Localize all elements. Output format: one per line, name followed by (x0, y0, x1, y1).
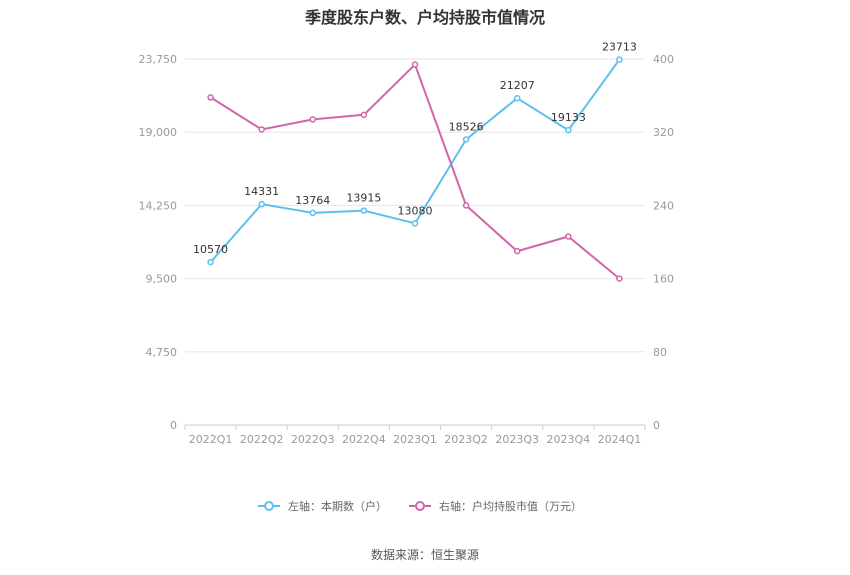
data-label: 21207 (500, 79, 535, 92)
x-tick-label: 2023Q4 (547, 433, 591, 446)
data-label: 13080 (398, 204, 433, 217)
series-line-1 (209, 59, 621, 263)
data-label: 10570 (193, 243, 228, 256)
source-note: 数据来源：恒生聚源 (370, 548, 479, 562)
data-label: 13915 (346, 192, 381, 205)
series-1-point (207, 258, 214, 266)
left-tick-label: 19,000 (139, 126, 178, 139)
series-2-point (462, 202, 470, 209)
data-label: 23713 (602, 41, 637, 54)
left-tick-label: 0 (170, 419, 177, 432)
series-line-2 (210, 62, 621, 280)
left-axis-ticks: 0 4,750 9,500 14,250 19,000 23,750 (139, 53, 178, 432)
legend-swatch-marker (264, 501, 274, 511)
left-tick-label: 23,750 (139, 53, 178, 66)
right-axis-ticks: 0 80 160 240 320 400 (653, 53, 674, 432)
legend-label: 右轴：户均持股市值（万元） (439, 499, 582, 513)
series-1-point (462, 136, 470, 143)
x-tick-label: 2022Q4 (342, 433, 386, 446)
series-1-point (360, 207, 368, 214)
series-2-point (616, 275, 623, 282)
series-1-point (565, 126, 572, 134)
series-2-point (309, 116, 317, 123)
series-2-point (207, 94, 214, 101)
x-tick-label: 2024Q1 (598, 433, 642, 446)
series-layer: 10570 14331 13764 13915 13080 18526 21207 19133… (193, 41, 637, 282)
data-label: 14331 (244, 185, 279, 198)
left-tick-label: 14,250 (139, 199, 178, 212)
data-label: 18526 (449, 121, 484, 134)
right-tick-label: 160 (653, 273, 674, 286)
x-tick-label: 2023Q3 (495, 433, 539, 446)
series-2-point (411, 61, 419, 68)
right-tick-label: 0 (653, 419, 660, 432)
x-tick-label: 2023Q2 (444, 433, 488, 446)
series-1-point (513, 94, 521, 102)
x-tick-label: 2022Q3 (291, 433, 335, 446)
right-tick-label: 240 (653, 199, 674, 212)
series-1-point (616, 56, 623, 63)
legend-swatch-marker (415, 501, 425, 511)
legend-label: 左轴：本期数（户） (288, 499, 387, 513)
data-label: 19133 (551, 111, 586, 124)
series-1-point (411, 220, 419, 227)
right-tick-label: 320 (653, 126, 674, 139)
x-tick-label: 2023Q1 (393, 433, 437, 446)
right-tick-label: 400 (653, 53, 674, 66)
left-tick-label: 4,750 (146, 346, 178, 359)
series-2-point (258, 126, 265, 133)
right-tick-label: 80 (653, 346, 667, 359)
series-2-point (565, 233, 572, 240)
series-1-point (309, 209, 317, 217)
series-2-point (360, 111, 368, 119)
left-tick-label: 9,500 (146, 273, 178, 286)
x-tick-label: 2022Q1 (189, 433, 233, 446)
x-axis-ticks: 2022Q1 2022Q2 2022Q3 2022Q4 2023Q1 2023Q2 2023… (184, 425, 646, 446)
chart-title: 季度股东户数、户均持股市值情况 (304, 8, 545, 27)
x-tick-label: 2022Q2 (240, 433, 284, 446)
series-2-point (513, 247, 521, 255)
data-label: 13764 (295, 194, 330, 207)
series-1-point (258, 200, 265, 208)
legend: 左轴：本期数（户） 右轴：户均持股市值（万元） (258, 499, 582, 513)
